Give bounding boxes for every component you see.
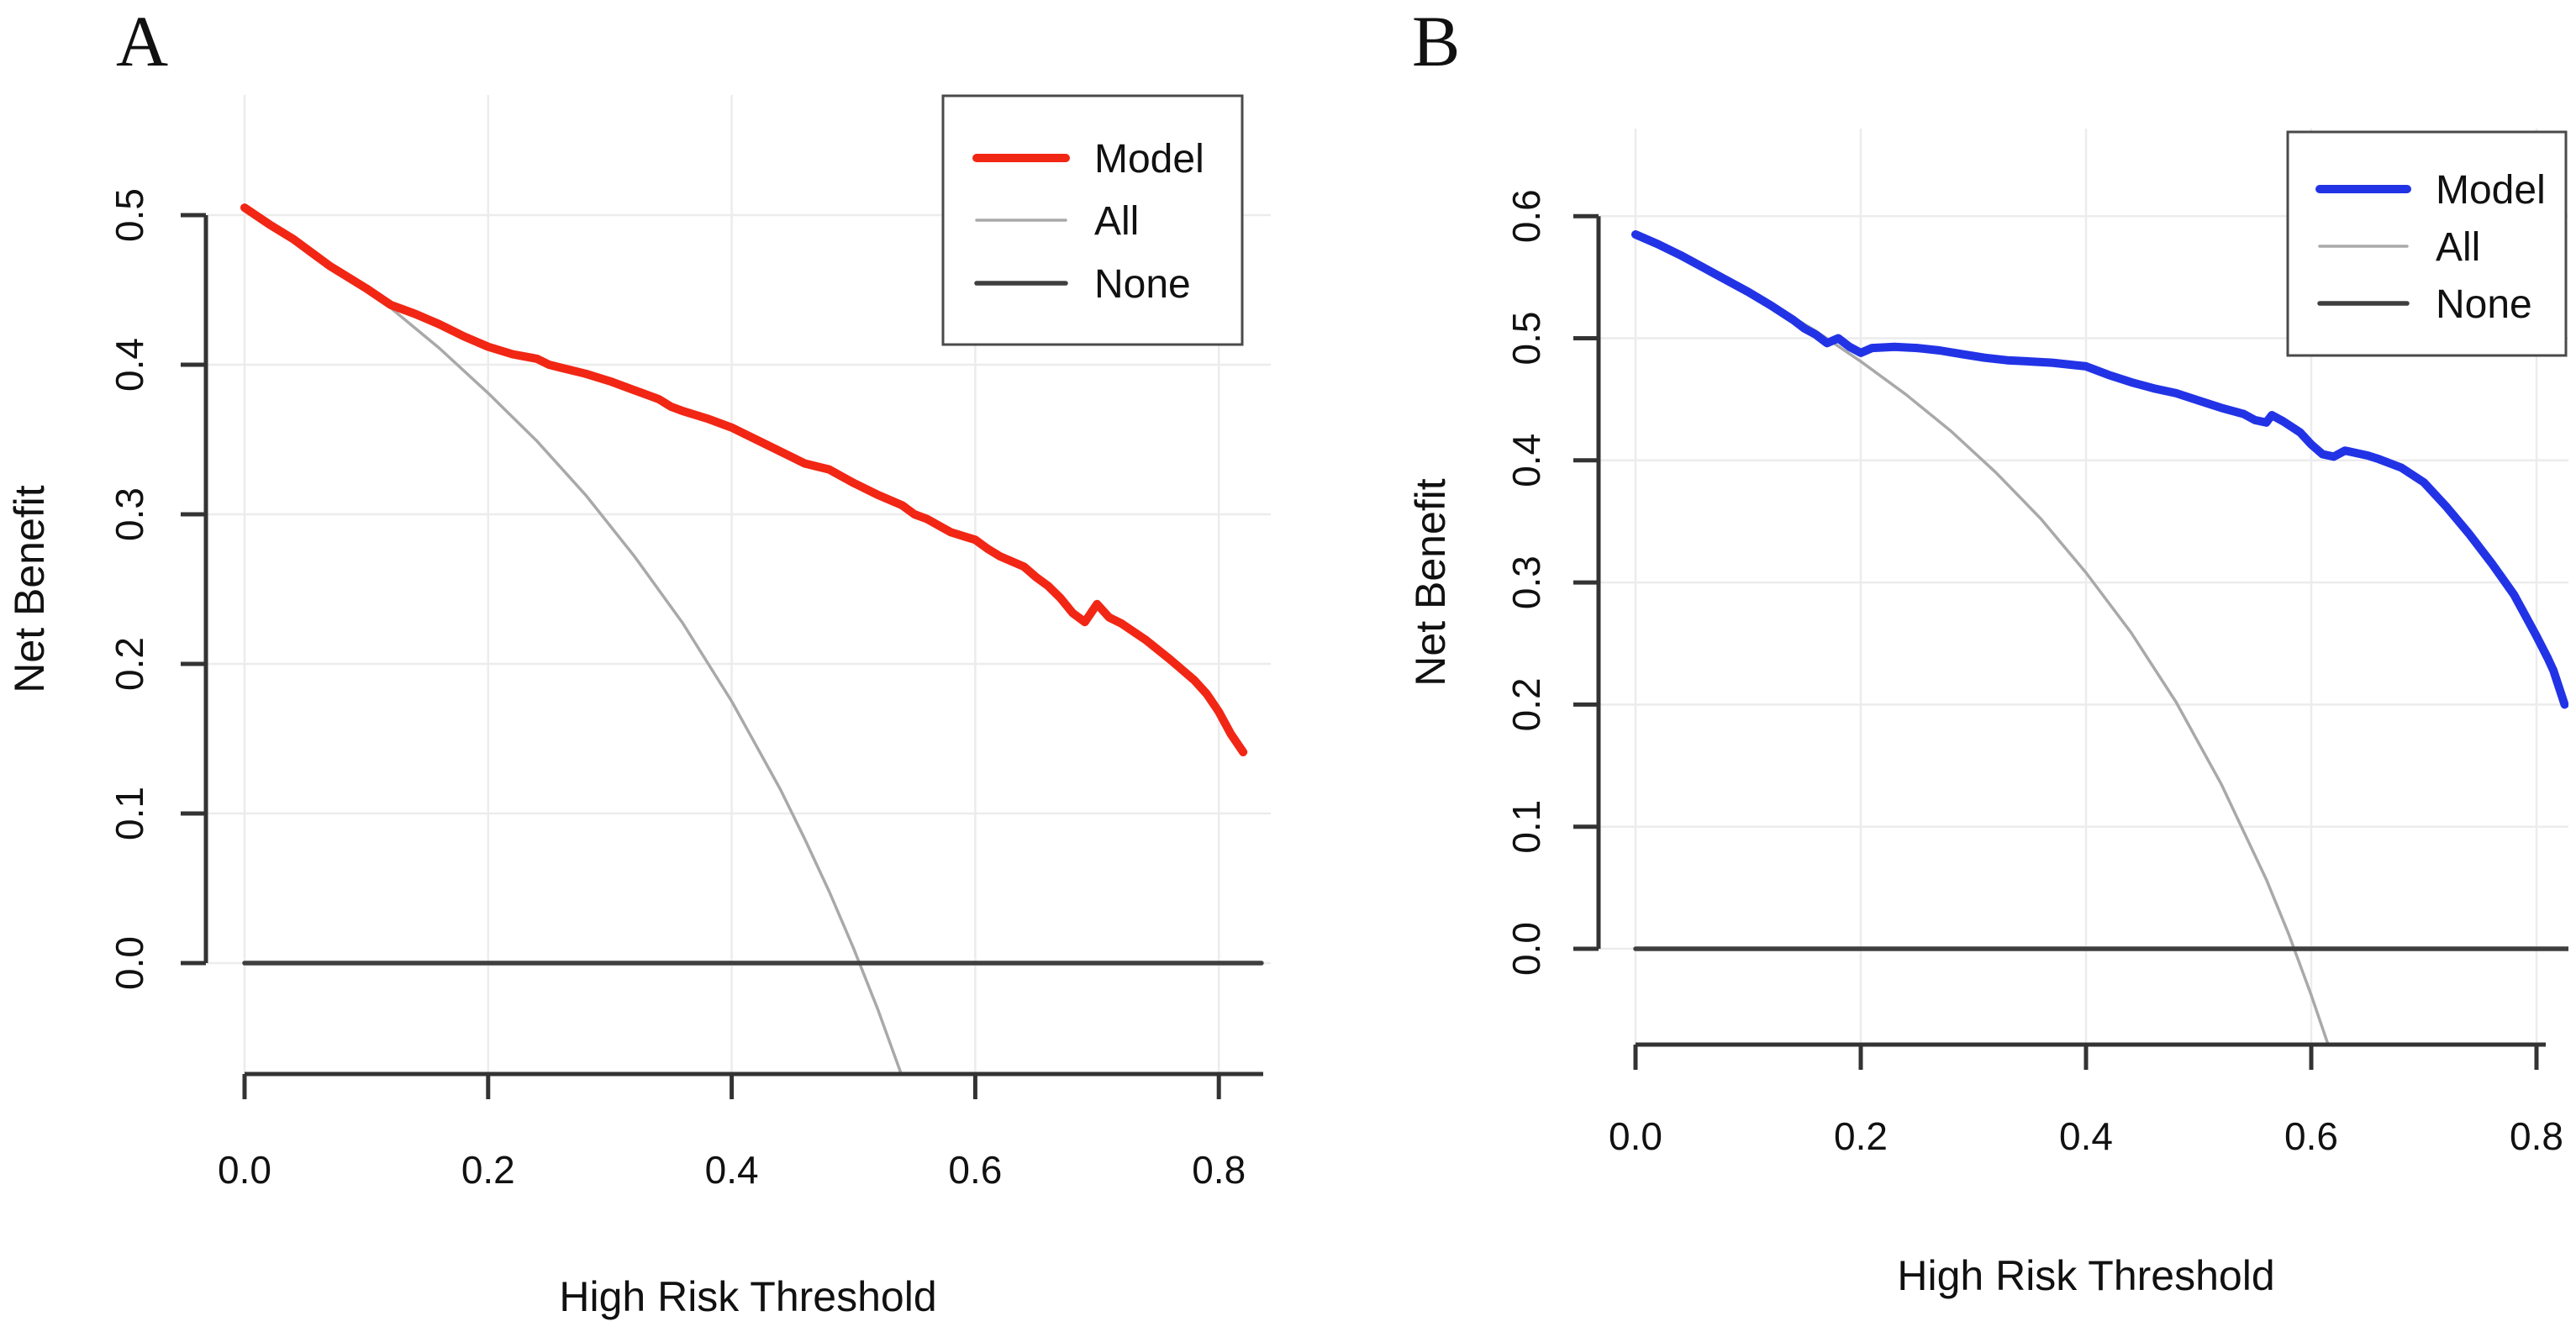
x-tick-label: 0.2	[461, 1148, 515, 1192]
x-tick-label: 0.2	[1834, 1114, 1888, 1158]
y-tick-label: 0.2	[1504, 677, 1548, 731]
x-axis-title: High Risk Threshold	[559, 1273, 936, 1320]
y-tick-label: 0.6	[1504, 189, 1548, 243]
series-line-all	[243, 206, 903, 1074]
y-tick-label: 0.3	[108, 487, 151, 541]
x-tick-label: 0.6	[948, 1148, 1002, 1192]
legend-box	[2286, 130, 2568, 357]
y-tick-label: 0.1	[1504, 800, 1548, 854]
legend-label-model: Model	[1094, 137, 1204, 182]
panel-b: B 0.0 0.2 0.4 0.6 0.8 0.0 0.1 0.2 0.3 0.4 0.5 0.6 Hi…	[1288, 0, 2575, 1332]
series-line-model	[1631, 230, 2568, 709]
panel-a: A 0.0 0.2 0.4 0.6 0.8 0.0 0.1 0.2 0.3 0.4 0.5 High …	[6, 1, 1271, 1320]
panel-b-letter: B	[1412, 1, 1461, 82]
legend-label-model: Model	[2436, 168, 2546, 213]
y-axis-title: Net Benefit	[6, 485, 53, 692]
x-axis-title: High Risk Threshold	[1897, 1252, 2274, 1299]
x-tick-label: 0.8	[1192, 1148, 1246, 1192]
y-tick-label: 0.3	[1504, 555, 1548, 609]
series-line-model	[240, 203, 1248, 756]
y-tick-label: 0.4	[108, 338, 151, 392]
y-axis-title: Net Benefit	[1407, 478, 1454, 686]
x-tick-label: 0.6	[2284, 1114, 2338, 1158]
panel-a-letter: A	[116, 1, 169, 82]
x-tick-label: 0.4	[705, 1148, 759, 1192]
legend-label-all: All	[2436, 225, 2480, 270]
y-tick-label: 0.2	[108, 637, 151, 691]
y-tick-label: 0.5	[108, 188, 151, 242]
legend-label-none: None	[2436, 282, 2532, 327]
x-tick-label: 0.0	[1609, 1114, 1662, 1158]
panel-a-chart: 0.0 0.2 0.4 0.6 0.8 0.0 0.1 0.2 0.3 0.4 0.5 High Ri…	[6, 94, 1271, 1320]
panel-b-chart: 0.0 0.2 0.4 0.6 0.8 0.0 0.1 0.2 0.3 0.4 0.5 0.6 High…	[1407, 129, 2568, 1299]
y-tick-label: 0.0	[108, 936, 151, 990]
y-tick-label: 0.4	[1504, 434, 1548, 487]
legend-label-all: All	[1094, 199, 1139, 244]
legend-label-none: None	[1094, 262, 1191, 307]
y-tick-label: 0.0	[1504, 922, 1548, 976]
x-tick-label: 0.0	[218, 1148, 271, 1192]
x-tick-label: 0.4	[2059, 1114, 2113, 1158]
y-tick-label: 0.5	[1504, 312, 1548, 366]
y-tick-label: 0.1	[108, 787, 151, 840]
x-tick-label: 0.8	[2510, 1114, 2563, 1158]
